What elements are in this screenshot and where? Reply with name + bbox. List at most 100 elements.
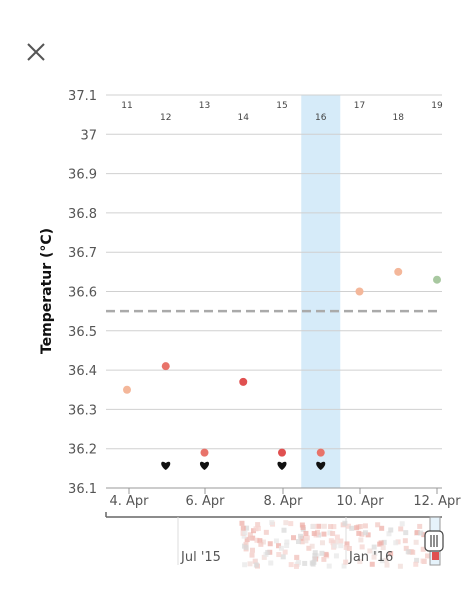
- navigator-data-mark: [328, 524, 334, 530]
- navigator-data-mark: [244, 525, 250, 531]
- data-points[interactable]: [123, 267, 441, 457]
- navigator-data-mark: [249, 552, 255, 558]
- navigator-data-mark: [316, 523, 322, 529]
- y-tick-label: 36.3: [68, 403, 97, 418]
- navigator-data-mark: [349, 525, 355, 531]
- x-tick-label: 10. Apr: [336, 494, 384, 509]
- navigator-data-mark: [255, 525, 261, 531]
- navigator-data-mark: [379, 558, 385, 564]
- navigator-data-mark: [242, 529, 248, 535]
- navigator-data-mark: [323, 551, 329, 557]
- navigator-data-mark: [378, 540, 384, 546]
- cycle-day-label: 11: [121, 101, 132, 111]
- temperature-point[interactable]: [278, 448, 286, 457]
- cycle-day-label: 13: [199, 101, 210, 111]
- navigator-data-mark: [326, 563, 332, 569]
- navigator-data-mark: [254, 537, 260, 543]
- temperature-point[interactable]: [355, 287, 364, 296]
- navigator-data-mark: [386, 531, 392, 537]
- navigator-data-mark: [282, 549, 288, 555]
- temperature-point[interactable]: [239, 377, 248, 386]
- navigator-data-mark: [273, 538, 279, 544]
- cycle-day-label: 19: [431, 101, 443, 111]
- navigator-data-mark: [343, 544, 349, 550]
- navigator-data-mark: [334, 534, 340, 540]
- temperature-point[interactable]: [161, 362, 170, 371]
- navigator-data-mark: [319, 540, 325, 546]
- grid-lines: [106, 94, 442, 489]
- navigator-data-mark: [284, 542, 290, 548]
- navigator-data-mark: [288, 521, 294, 527]
- navigator-data-mark: [410, 549, 416, 555]
- navigator-data-mark: [319, 550, 325, 556]
- navigator-data-mark: [239, 520, 245, 526]
- y-tick-label: 37.1: [68, 89, 97, 104]
- navigator-data-mark: [288, 562, 294, 568]
- navigator-data-mark: [280, 554, 286, 560]
- y-tick-label: 37: [80, 128, 97, 143]
- navigator[interactable]: Jul '15 Jan '16: [105, 512, 444, 569]
- intercourse-markers: [161, 461, 326, 470]
- navigator-data-mark: [309, 543, 315, 549]
- navigator-data-mark: [413, 561, 419, 567]
- heart-icon: [199, 461, 210, 470]
- navigator-data-mark: [247, 532, 253, 538]
- x-tick-label: 12. Apr: [413, 494, 461, 509]
- navigator-data-mark: [420, 558, 426, 564]
- navigator-data-mark: [247, 535, 253, 541]
- navigator-data-mark: [258, 541, 264, 547]
- navigator-data-mark: [252, 558, 258, 564]
- navigator-data-mark: [388, 551, 394, 557]
- cycle-day-label: 14: [238, 113, 250, 123]
- navigator-data-mark: [403, 530, 409, 536]
- close-icon[interactable]: [22, 38, 50, 66]
- navigator-data-mark: [312, 550, 318, 556]
- navigator-data-mark: [371, 554, 377, 560]
- navigator-data-mark: [268, 560, 274, 566]
- temperature-point[interactable]: [316, 448, 325, 457]
- temperature-point[interactable]: [200, 448, 209, 457]
- navigator-data-mark: [357, 559, 363, 565]
- navigator-data-mark: [381, 539, 387, 545]
- navigator-data-mark: [303, 538, 309, 544]
- temperature-point[interactable]: [394, 267, 403, 276]
- navigator-data-mark: [242, 562, 248, 568]
- navigator-data-mark: [306, 545, 312, 551]
- navigator-data-mark: [333, 539, 339, 545]
- temperature-point[interactable]: [123, 385, 131, 394]
- navigator-data-mark: [362, 530, 368, 536]
- navigator-data-mark: [321, 523, 327, 529]
- temperature-point[interactable]: [433, 275, 441, 284]
- navigator-data-mark: [384, 562, 390, 568]
- navigator-data-mark: [297, 533, 303, 539]
- cycle-day-labels: 11 12 13 14 15 16 17 18 19: [121, 101, 443, 123]
- x-tick-label: 6. Apr: [185, 494, 225, 509]
- navigator-data-mark: [358, 537, 364, 543]
- drag-handle-icon[interactable]: [424, 530, 444, 552]
- navigator-data-mark: [398, 526, 404, 532]
- navigator-data-mark: [294, 555, 300, 561]
- y-tick-label: 36.1: [68, 482, 97, 497]
- y-axis-ticks: 36.1 36.2 36.3 36.4 36.5 36.6 36.7 36.8 36.9 37 37…: [68, 89, 97, 497]
- navigator-data-mark: [425, 553, 431, 559]
- heart-icon: [277, 461, 287, 470]
- navigator-data-mark: [418, 530, 424, 536]
- navigator-data-mark: [260, 539, 266, 545]
- navigator-data-mark: [255, 522, 261, 528]
- navigator-data-mark: [399, 521, 405, 527]
- navigator-data-mark: [383, 557, 389, 563]
- navigator-data-mark: [321, 556, 327, 562]
- navigator-selected-point: [432, 552, 439, 560]
- navigator-data-mark: [331, 524, 337, 530]
- navigator-data-mark: [311, 530, 317, 536]
- navigator-data-mark: [375, 522, 381, 528]
- navigator-data-mark: [265, 549, 271, 555]
- navigator-data-mark: [332, 543, 338, 549]
- cycle-day-label: 15: [276, 101, 287, 111]
- navigator-label-jan-16: Jan '16: [348, 550, 393, 565]
- navigator-data-mark: [421, 532, 427, 538]
- cycle-day-label: 12: [160, 113, 171, 123]
- navigator-data-mark: [354, 525, 360, 531]
- navigator-data-mark: [276, 543, 282, 549]
